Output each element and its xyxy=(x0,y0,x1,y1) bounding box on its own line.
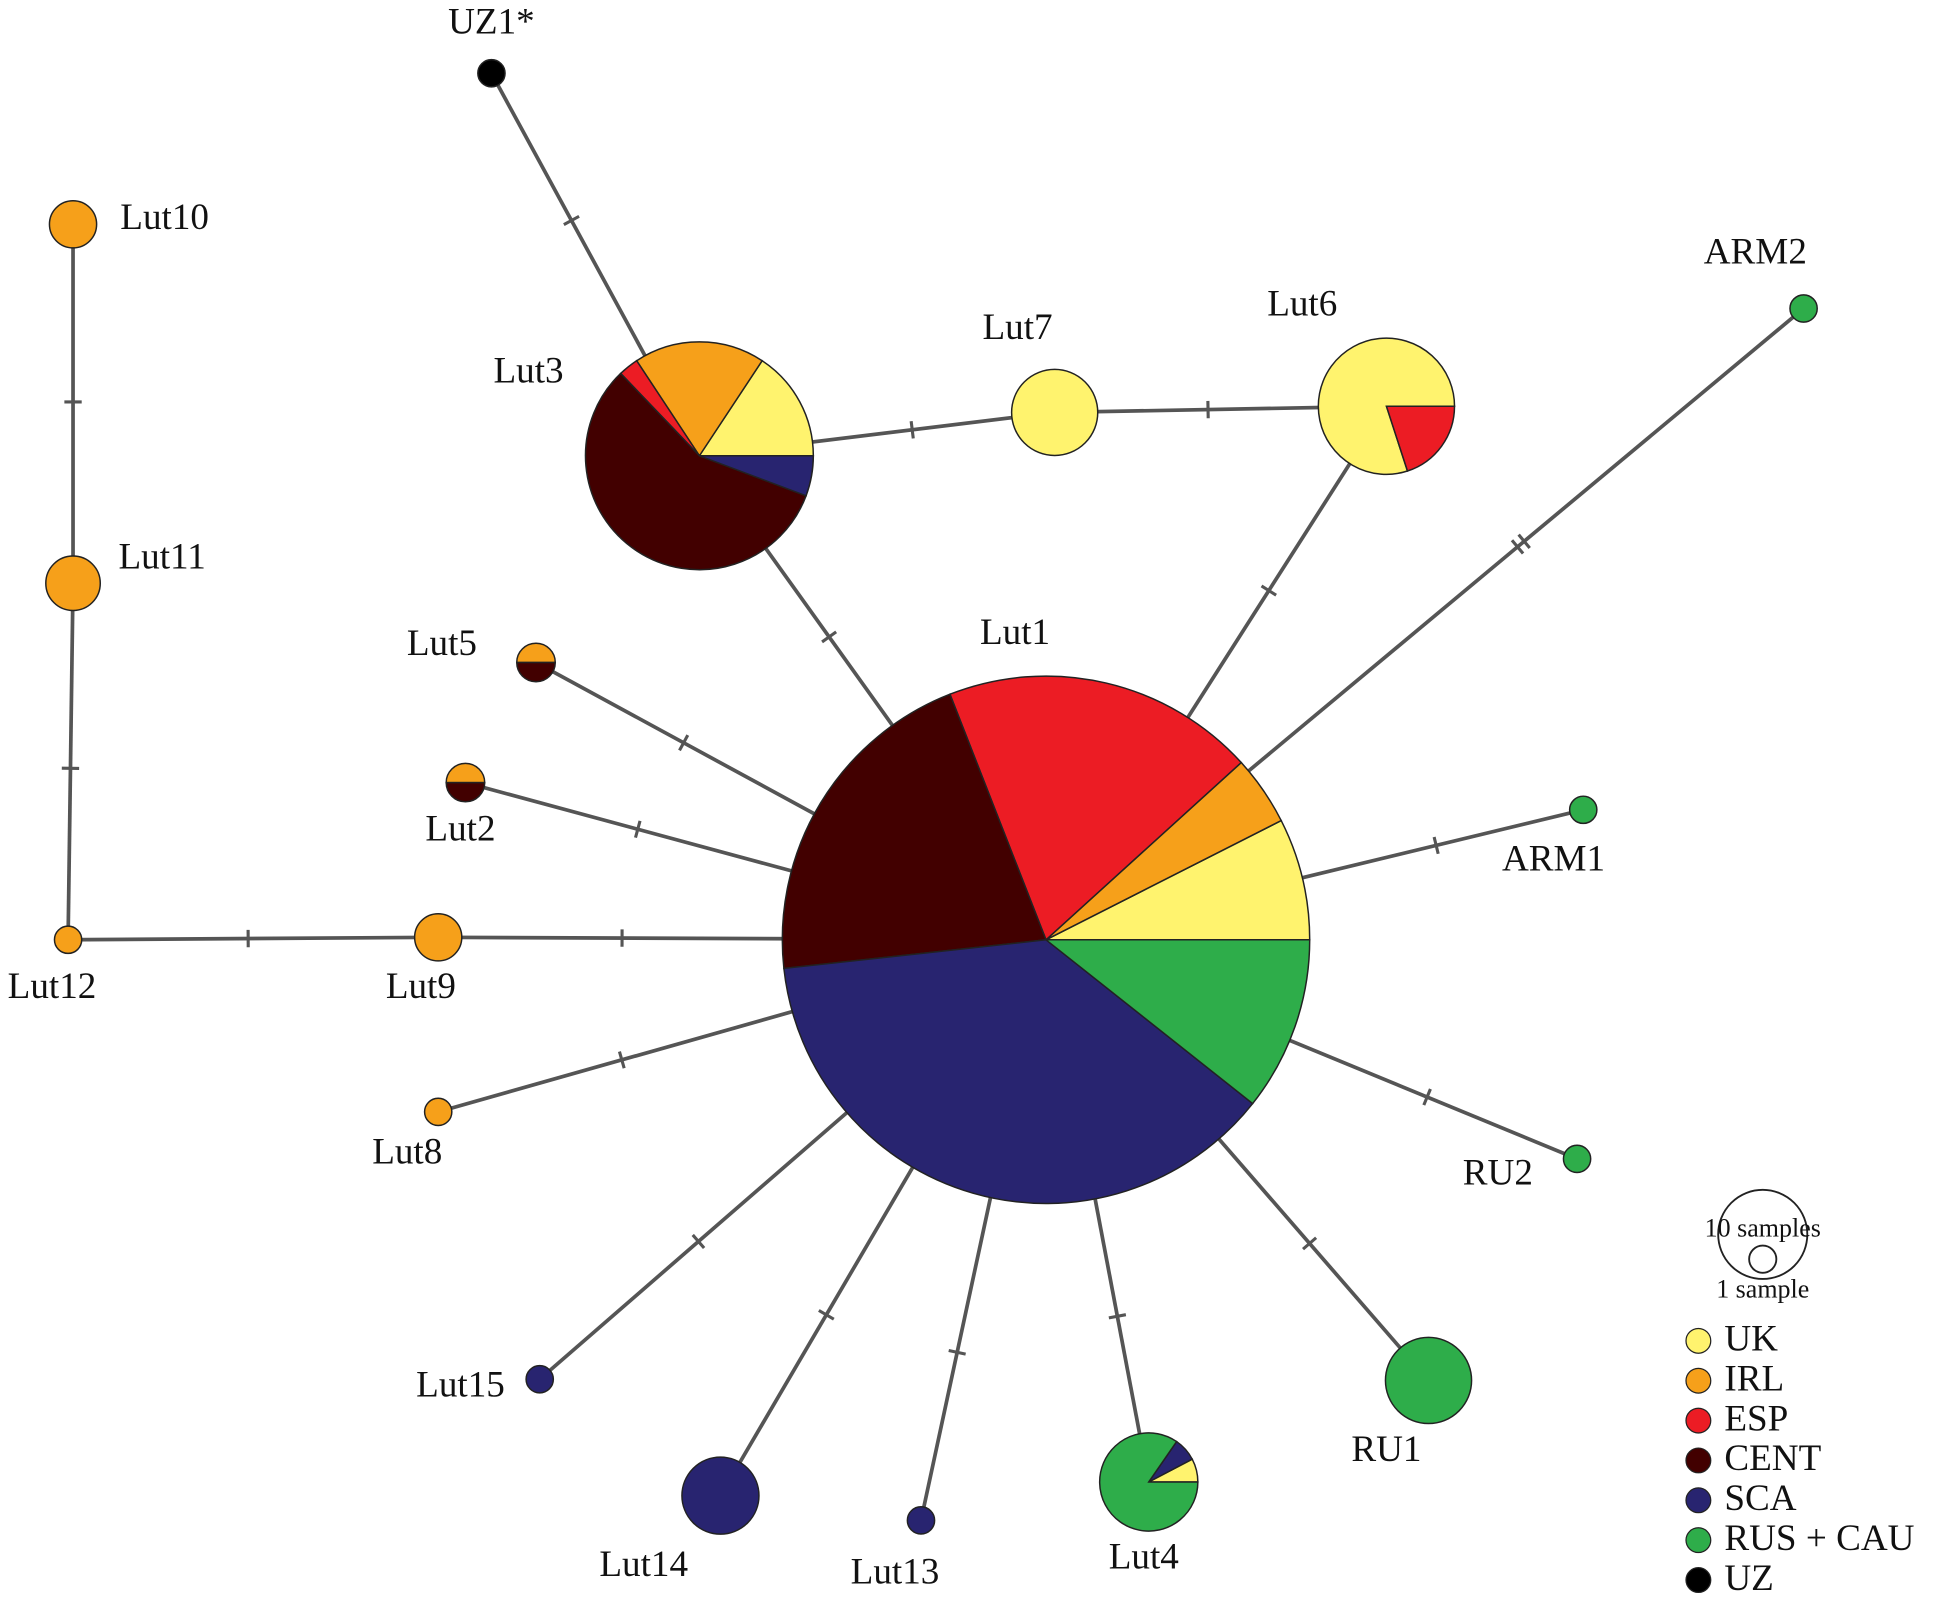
mutation-tick xyxy=(634,820,642,839)
legend-label: CENT xyxy=(1724,1438,1821,1479)
legend-swatch xyxy=(1685,1487,1712,1514)
edge xyxy=(68,935,439,942)
mutation-tick xyxy=(818,1309,835,1321)
pie-slice xyxy=(1098,1432,1199,1532)
haplotype xyxy=(1010,368,1099,457)
haplotype xyxy=(1568,795,1598,825)
mutation-tick xyxy=(1260,584,1277,597)
node-label: Lut5 xyxy=(407,623,477,664)
mutation-tick xyxy=(1517,533,1531,549)
mutation-tick xyxy=(1432,836,1440,855)
mutation-tick xyxy=(617,1051,626,1069)
node-label: Lut9 xyxy=(386,966,456,1007)
pie-slice xyxy=(781,693,1048,970)
node-label: Lut12 xyxy=(8,966,97,1007)
haplotype xyxy=(681,1456,760,1535)
haplotype xyxy=(525,1364,555,1394)
node-label: RU1 xyxy=(1351,1429,1421,1470)
haplotype xyxy=(477,58,506,88)
nodes xyxy=(45,58,1818,1535)
pie-slice xyxy=(445,762,486,784)
node-label: Lut7 xyxy=(982,307,1052,348)
pie-slice xyxy=(1317,337,1456,476)
mutation-tick xyxy=(563,214,580,226)
size-label: 10 samples xyxy=(1705,1214,1821,1243)
pie-slice xyxy=(783,939,1254,1205)
mutation-tick xyxy=(948,1348,966,1356)
node-label: ARM1 xyxy=(1502,838,1605,879)
pie-slice xyxy=(1385,405,1456,472)
node-label: Lut6 xyxy=(1267,284,1337,325)
legend-label: UZ xyxy=(1724,1558,1774,1599)
node-label: Lut4 xyxy=(1109,1536,1179,1577)
legend-swatch xyxy=(1685,1407,1712,1434)
pie-slice xyxy=(699,455,815,497)
mutation-tick xyxy=(691,1233,706,1250)
pie-slice xyxy=(515,642,557,664)
mutation-tick xyxy=(1422,1088,1432,1106)
legend-label: RUS + CAU xyxy=(1724,1518,1914,1559)
haplotype xyxy=(1384,1336,1473,1425)
haplotype xyxy=(48,199,98,249)
labels: UZ1* Lut10 Lut11 Lut12 Lut9 Lut3 Lut7 Lut6 ARM2 L… xyxy=(8,2,1807,1593)
legend-label: SCA xyxy=(1724,1478,1796,1519)
pie-slice xyxy=(1043,939,1311,1105)
node-label: Lut14 xyxy=(599,1544,688,1585)
size-key-large xyxy=(1717,1188,1809,1280)
haplotype xyxy=(45,555,102,612)
mutation-tick xyxy=(1510,539,1525,555)
haplotype xyxy=(1789,294,1818,323)
node-label: RU2 xyxy=(1463,1153,1533,1194)
haplotype xyxy=(1562,1144,1592,1174)
legend-swatch xyxy=(1685,1367,1712,1394)
node-label: Lut13 xyxy=(851,1551,940,1592)
mutation-tick xyxy=(1302,1236,1318,1251)
legend-label: UK xyxy=(1724,1319,1778,1360)
mutation-tick xyxy=(821,630,838,644)
node-label: Lut1 xyxy=(980,612,1050,653)
pie-slice xyxy=(584,372,808,571)
pie-slice xyxy=(949,675,1243,942)
node-label: Lut15 xyxy=(416,1364,505,1405)
mutation-tick xyxy=(909,421,915,439)
legend-swatch xyxy=(1685,1327,1712,1354)
pie-slice xyxy=(1045,819,1311,941)
pie-slice xyxy=(445,781,486,803)
haplotype xyxy=(906,1505,936,1535)
pie-slice xyxy=(698,359,815,457)
legend-swatch xyxy=(1685,1447,1712,1474)
node-label: Lut10 xyxy=(120,197,209,238)
node-label: Lut2 xyxy=(425,809,495,850)
pie-slice xyxy=(515,661,557,683)
haplotype xyxy=(423,1097,453,1127)
pie-slice xyxy=(635,341,764,458)
node-label: ARM2 xyxy=(1704,232,1807,273)
node-label: UZ1* xyxy=(448,2,535,43)
node-label: Lut11 xyxy=(119,536,206,577)
size-key-small xyxy=(1748,1244,1778,1274)
legend-label: ESP xyxy=(1724,1398,1788,1439)
haplotype xyxy=(413,912,463,962)
legend-label: IRL xyxy=(1724,1358,1784,1399)
mutation-tick xyxy=(678,734,690,752)
haplotype xyxy=(53,925,83,955)
node-label: Lut3 xyxy=(494,351,564,392)
edge xyxy=(66,583,75,940)
legend-swatch xyxy=(1685,1527,1712,1554)
node-label: Lut8 xyxy=(372,1132,442,1173)
legend-swatch xyxy=(1685,1567,1712,1594)
mutation-tick xyxy=(1108,1313,1127,1320)
size-label: 1 sample xyxy=(1716,1274,1809,1303)
